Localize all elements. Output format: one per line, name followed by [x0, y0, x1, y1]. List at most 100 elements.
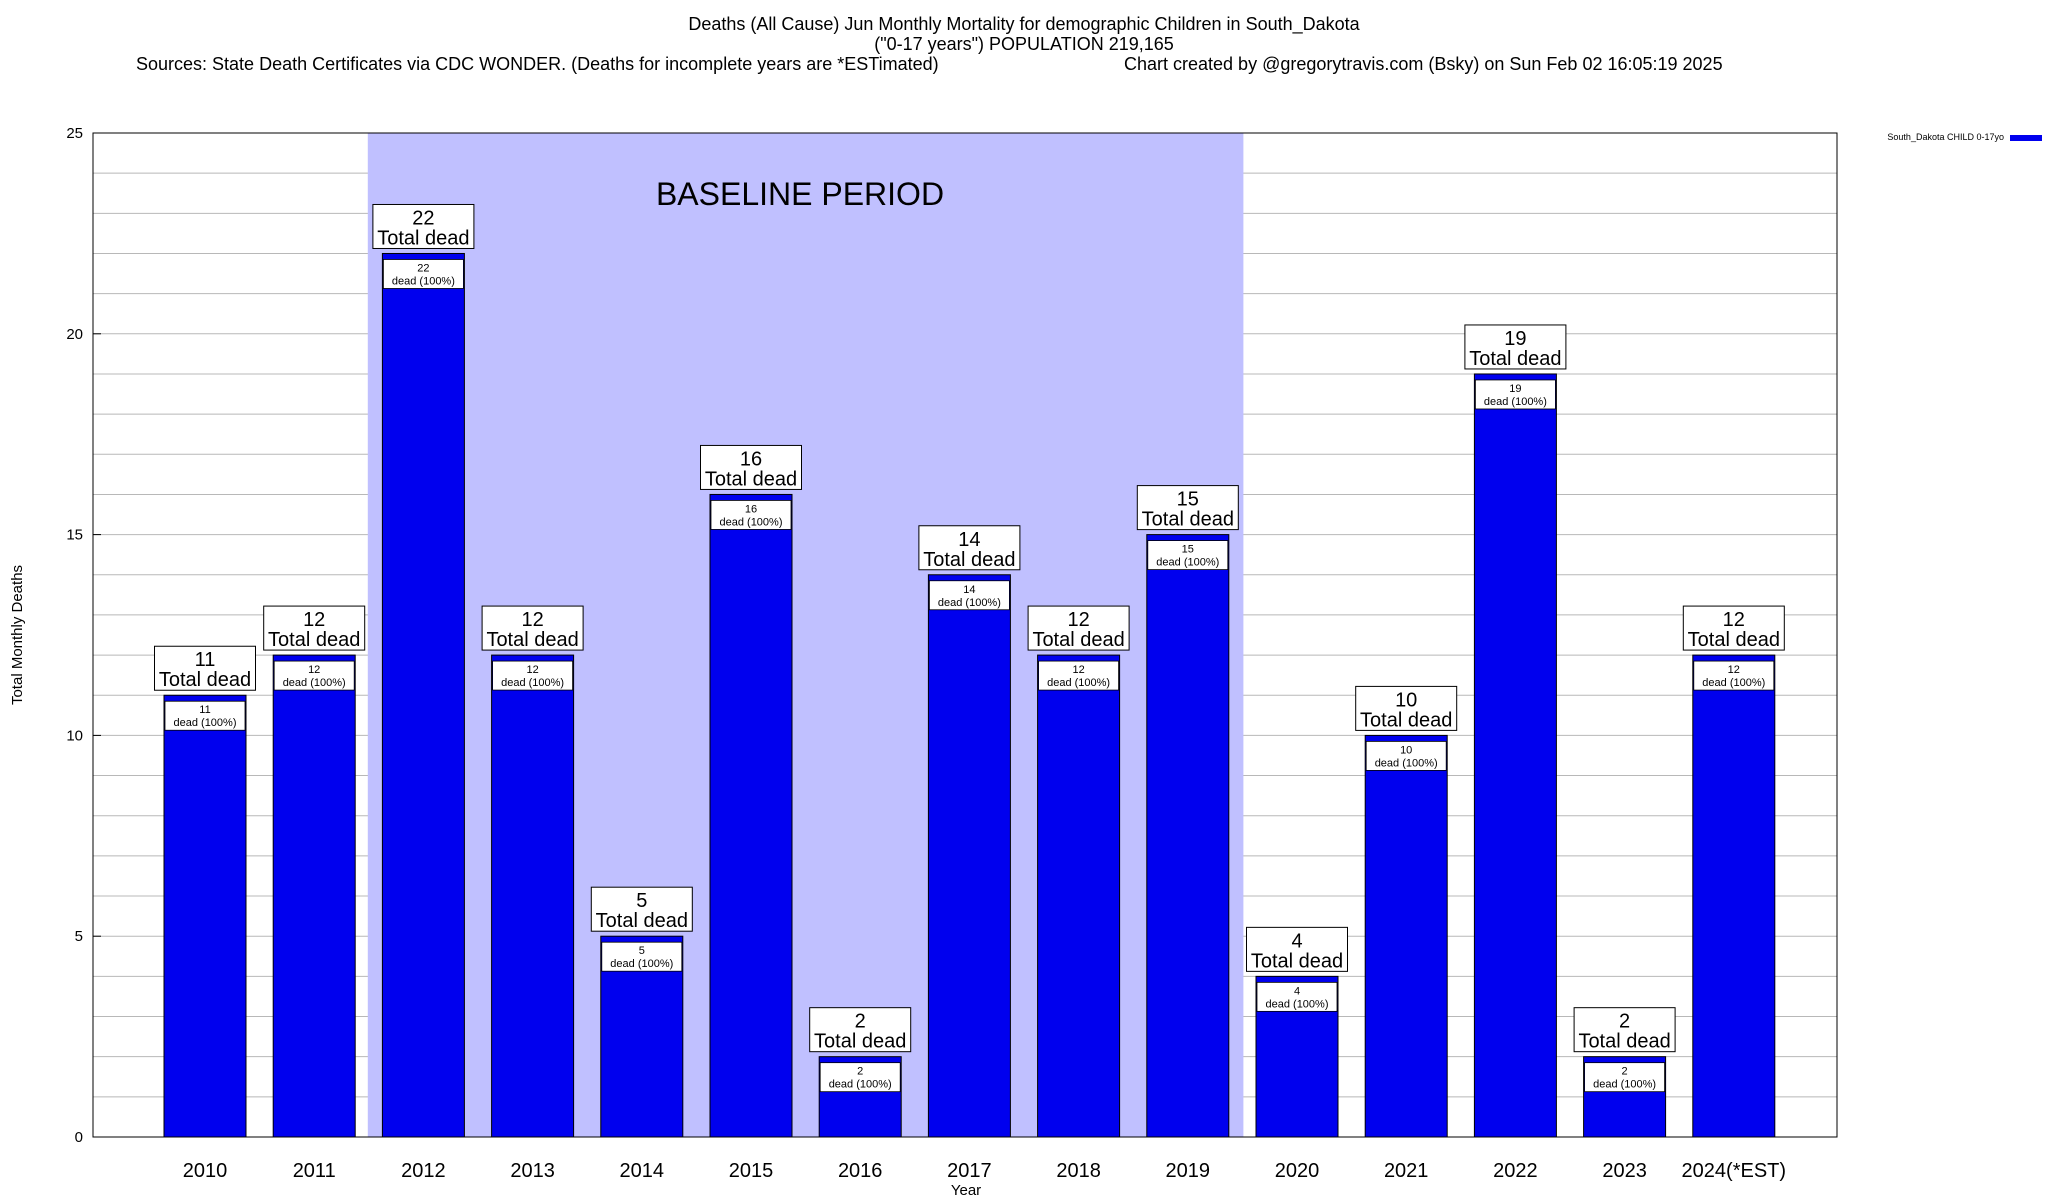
- bar-inner-value: 12: [1728, 664, 1740, 676]
- bar-inner-value: 2: [857, 1066, 863, 1078]
- y-tick-label: 25: [66, 125, 83, 142]
- bar-inner-label-box: [1147, 540, 1229, 570]
- bar-inner-label-box: [492, 660, 574, 691]
- bar-total-value: 2: [855, 1011, 866, 1033]
- bar-total-value: 15: [1177, 489, 1199, 511]
- bar-inner-value: 5: [639, 945, 645, 957]
- bar-inner-label: dead (100%): [1047, 677, 1110, 689]
- bar-inner-value: 11: [199, 704, 210, 716]
- bar: [163, 694, 247, 1138]
- bar-inner-label-box: [1365, 741, 1447, 771]
- bar-inner-value: 15: [1182, 544, 1194, 556]
- y-axis-label: Total Monthly Deaths: [9, 565, 26, 705]
- bar: [491, 654, 575, 1138]
- bar-total-label: Total dead: [814, 1031, 906, 1053]
- bar: [1692, 654, 1776, 1138]
- bar: [1473, 373, 1557, 1138]
- x-tick-label: 2013: [510, 1160, 555, 1182]
- bar-inner-value: 12: [526, 664, 538, 676]
- x-tick-label: 2024(*EST): [1682, 1160, 1787, 1182]
- bar: [272, 654, 356, 1138]
- bar-inner-label: dead (100%): [501, 677, 564, 689]
- bar-inner-label: dead (100%): [1266, 998, 1329, 1010]
- bar-inner-value: 2: [1622, 1066, 1628, 1078]
- bar-inner-value: 14: [963, 584, 975, 596]
- bar-total-value: 12: [521, 609, 543, 631]
- bar-inner-value: 10: [1400, 744, 1412, 756]
- x-tick-label: 2010: [183, 1160, 228, 1182]
- bar-total-label-box: [1246, 926, 1348, 972]
- bar-inner-label: dead (100%): [1156, 557, 1219, 569]
- bar-inner-label-box: [601, 941, 683, 972]
- x-tick-label: 2019: [1166, 1160, 1211, 1182]
- bar-total-value: 16: [740, 448, 762, 470]
- bar-total-label: Total dead: [1688, 629, 1780, 651]
- bar-total-label-box: [590, 886, 693, 932]
- bar-total-label: Total dead: [1578, 1031, 1670, 1053]
- x-tick-label: 2018: [1056, 1160, 1101, 1182]
- bar-total-label: Total dead: [1360, 709, 1452, 731]
- bar-inner-label-box: [1256, 981, 1338, 1012]
- bar-total-value: 12: [1723, 609, 1745, 631]
- bar-inner-label-box: [382, 259, 464, 289]
- chart-sources: Sources: State Death Certificates via CD…: [136, 54, 939, 74]
- bar-inner-label: dead (100%): [938, 597, 1001, 609]
- bar-total-label-box: [1464, 324, 1567, 370]
- bar-total-value: 19: [1504, 328, 1526, 350]
- bar: [709, 493, 793, 1138]
- legend-swatch: [2010, 135, 2042, 141]
- bar-inner-label: dead (100%): [1375, 757, 1438, 769]
- x-tick-label: 2012: [401, 1160, 446, 1182]
- bar: [927, 574, 1011, 1138]
- bar-total-value: 2: [1619, 1011, 1630, 1033]
- bar-total-label-box: [1682, 605, 1785, 651]
- y-axis: 0 5 10 15 20 25: [66, 125, 101, 1146]
- bar-inner-value: 12: [1072, 664, 1084, 676]
- bar: [1364, 734, 1448, 1138]
- bar-inner-label: dead (100%): [1593, 1079, 1656, 1091]
- x-tick-label: 2017: [947, 1160, 992, 1182]
- bar-total-label-box: [1027, 605, 1130, 651]
- bar-total-label-box: [372, 203, 475, 249]
- legend-label: South_Dakota CHILD 0-17yo: [1887, 132, 2004, 142]
- bar-total-value: 4: [1291, 930, 1302, 952]
- bar-total-label-box: [1573, 1007, 1676, 1053]
- bar-total-label: Total dead: [486, 629, 578, 651]
- bar: [1146, 534, 1230, 1138]
- y-tick-label: 20: [66, 326, 83, 343]
- x-tick-label: 2022: [1493, 1160, 1538, 1182]
- baseline-period-label: BASELINE PERIOD: [656, 176, 944, 212]
- bar-inner-label-box: [1475, 379, 1556, 410]
- bar-inner-label-box: [273, 660, 355, 691]
- bar-inner-value: 4: [1294, 985, 1300, 997]
- x-tick-label: 2011: [293, 1160, 336, 1182]
- x-tick-label: 2023: [1602, 1160, 1647, 1182]
- bar-inner-label: dead (100%): [392, 275, 455, 287]
- chart-title: Deaths (All Cause) Jun Monthly Mortality…: [688, 14, 1360, 34]
- bar-total-label-box: [700, 444, 802, 490]
- bar-total-label-box: [918, 525, 1021, 571]
- x-tick-label: 2020: [1275, 1160, 1320, 1182]
- bar-total-label-box: [1355, 685, 1458, 731]
- bar-inner-label: dead (100%): [829, 1079, 892, 1091]
- bar-total-value: 10: [1395, 689, 1417, 711]
- chart-credit: Chart created by @gregorytravis.com (Bsk…: [1124, 54, 1723, 74]
- bar-inner-label-box: [164, 700, 246, 731]
- bar-total-label: Total dead: [159, 669, 251, 691]
- bar-total-value: 5: [636, 890, 647, 912]
- bar-total-label: Total dead: [1142, 509, 1234, 531]
- bar-inner-value: 16: [745, 503, 757, 515]
- bar-inner-label-box: [819, 1062, 901, 1093]
- bar-total-label: Total dead: [705, 468, 797, 490]
